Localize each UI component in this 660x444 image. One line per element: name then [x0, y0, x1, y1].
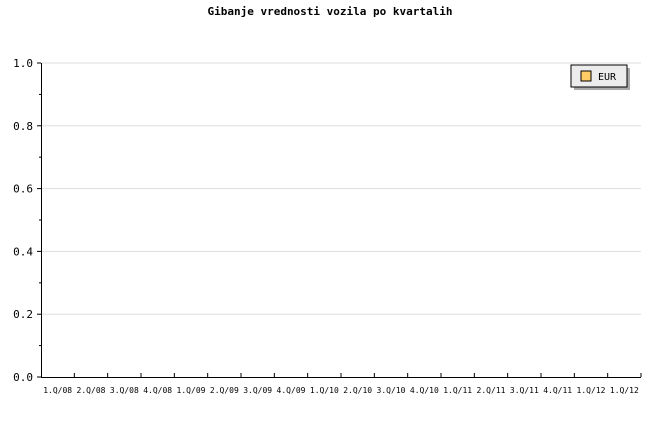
y-tick-label: 1.0	[13, 57, 33, 70]
legend-label-eur: EUR	[598, 72, 617, 83]
x-tick-label: 3.Q/10	[377, 386, 406, 395]
y-tick-label: 0.2	[13, 308, 33, 321]
x-tick-labels: 1.Q/08 2.Q/08 3.Q/08 4.Q/08 1.Q/09 2.Q/09 3.Q/…	[43, 386, 639, 395]
x-tick-label: 1.Q/09	[177, 386, 206, 395]
x-tick-label: 3.Q/08	[110, 386, 139, 395]
x-tick-label: 4.Q/08	[143, 386, 172, 395]
x-tick-label: 4.Q/10	[410, 386, 439, 395]
y-tick-label: 0.4	[13, 245, 33, 258]
legend-swatch-eur	[580, 70, 592, 82]
x-tick-label: 3.Q/09	[243, 386, 272, 395]
x-tick-label: 3.Q/11	[510, 386, 539, 395]
x-tick-label: 1.Q/08	[43, 386, 72, 395]
x-tick-label: 1.Q/12	[577, 386, 606, 395]
x-tick-label: 2.Q/10	[343, 386, 372, 395]
x-tick-label: 2.Q/09	[210, 386, 239, 395]
x-tick-label: 4.Q/09	[277, 386, 306, 395]
y-tick-label: 0.6	[13, 183, 33, 196]
x-tick-label: 1.Q/12	[610, 386, 639, 395]
y-tick-label: 0.8	[13, 120, 33, 133]
x-tick-label: 1.Q/10	[310, 386, 339, 395]
axes	[37, 62, 642, 378]
x-tick-label: 2.Q/11	[477, 386, 506, 395]
x-tick-label: 2.Q/08	[77, 386, 106, 395]
x-tick-label: 1.Q/11	[443, 386, 472, 395]
grid	[41, 62, 641, 315]
x-tick-label: 4.Q/11	[543, 386, 572, 395]
chart-title: Gibanje vrednosti vozila po kvartalih	[207, 5, 452, 18]
y-tick-label: 0.0	[13, 371, 33, 384]
legend: EUR	[570, 64, 630, 90]
y-tick-labels: 0.0 0.2 0.4 0.6 0.8 1.0	[13, 57, 33, 384]
